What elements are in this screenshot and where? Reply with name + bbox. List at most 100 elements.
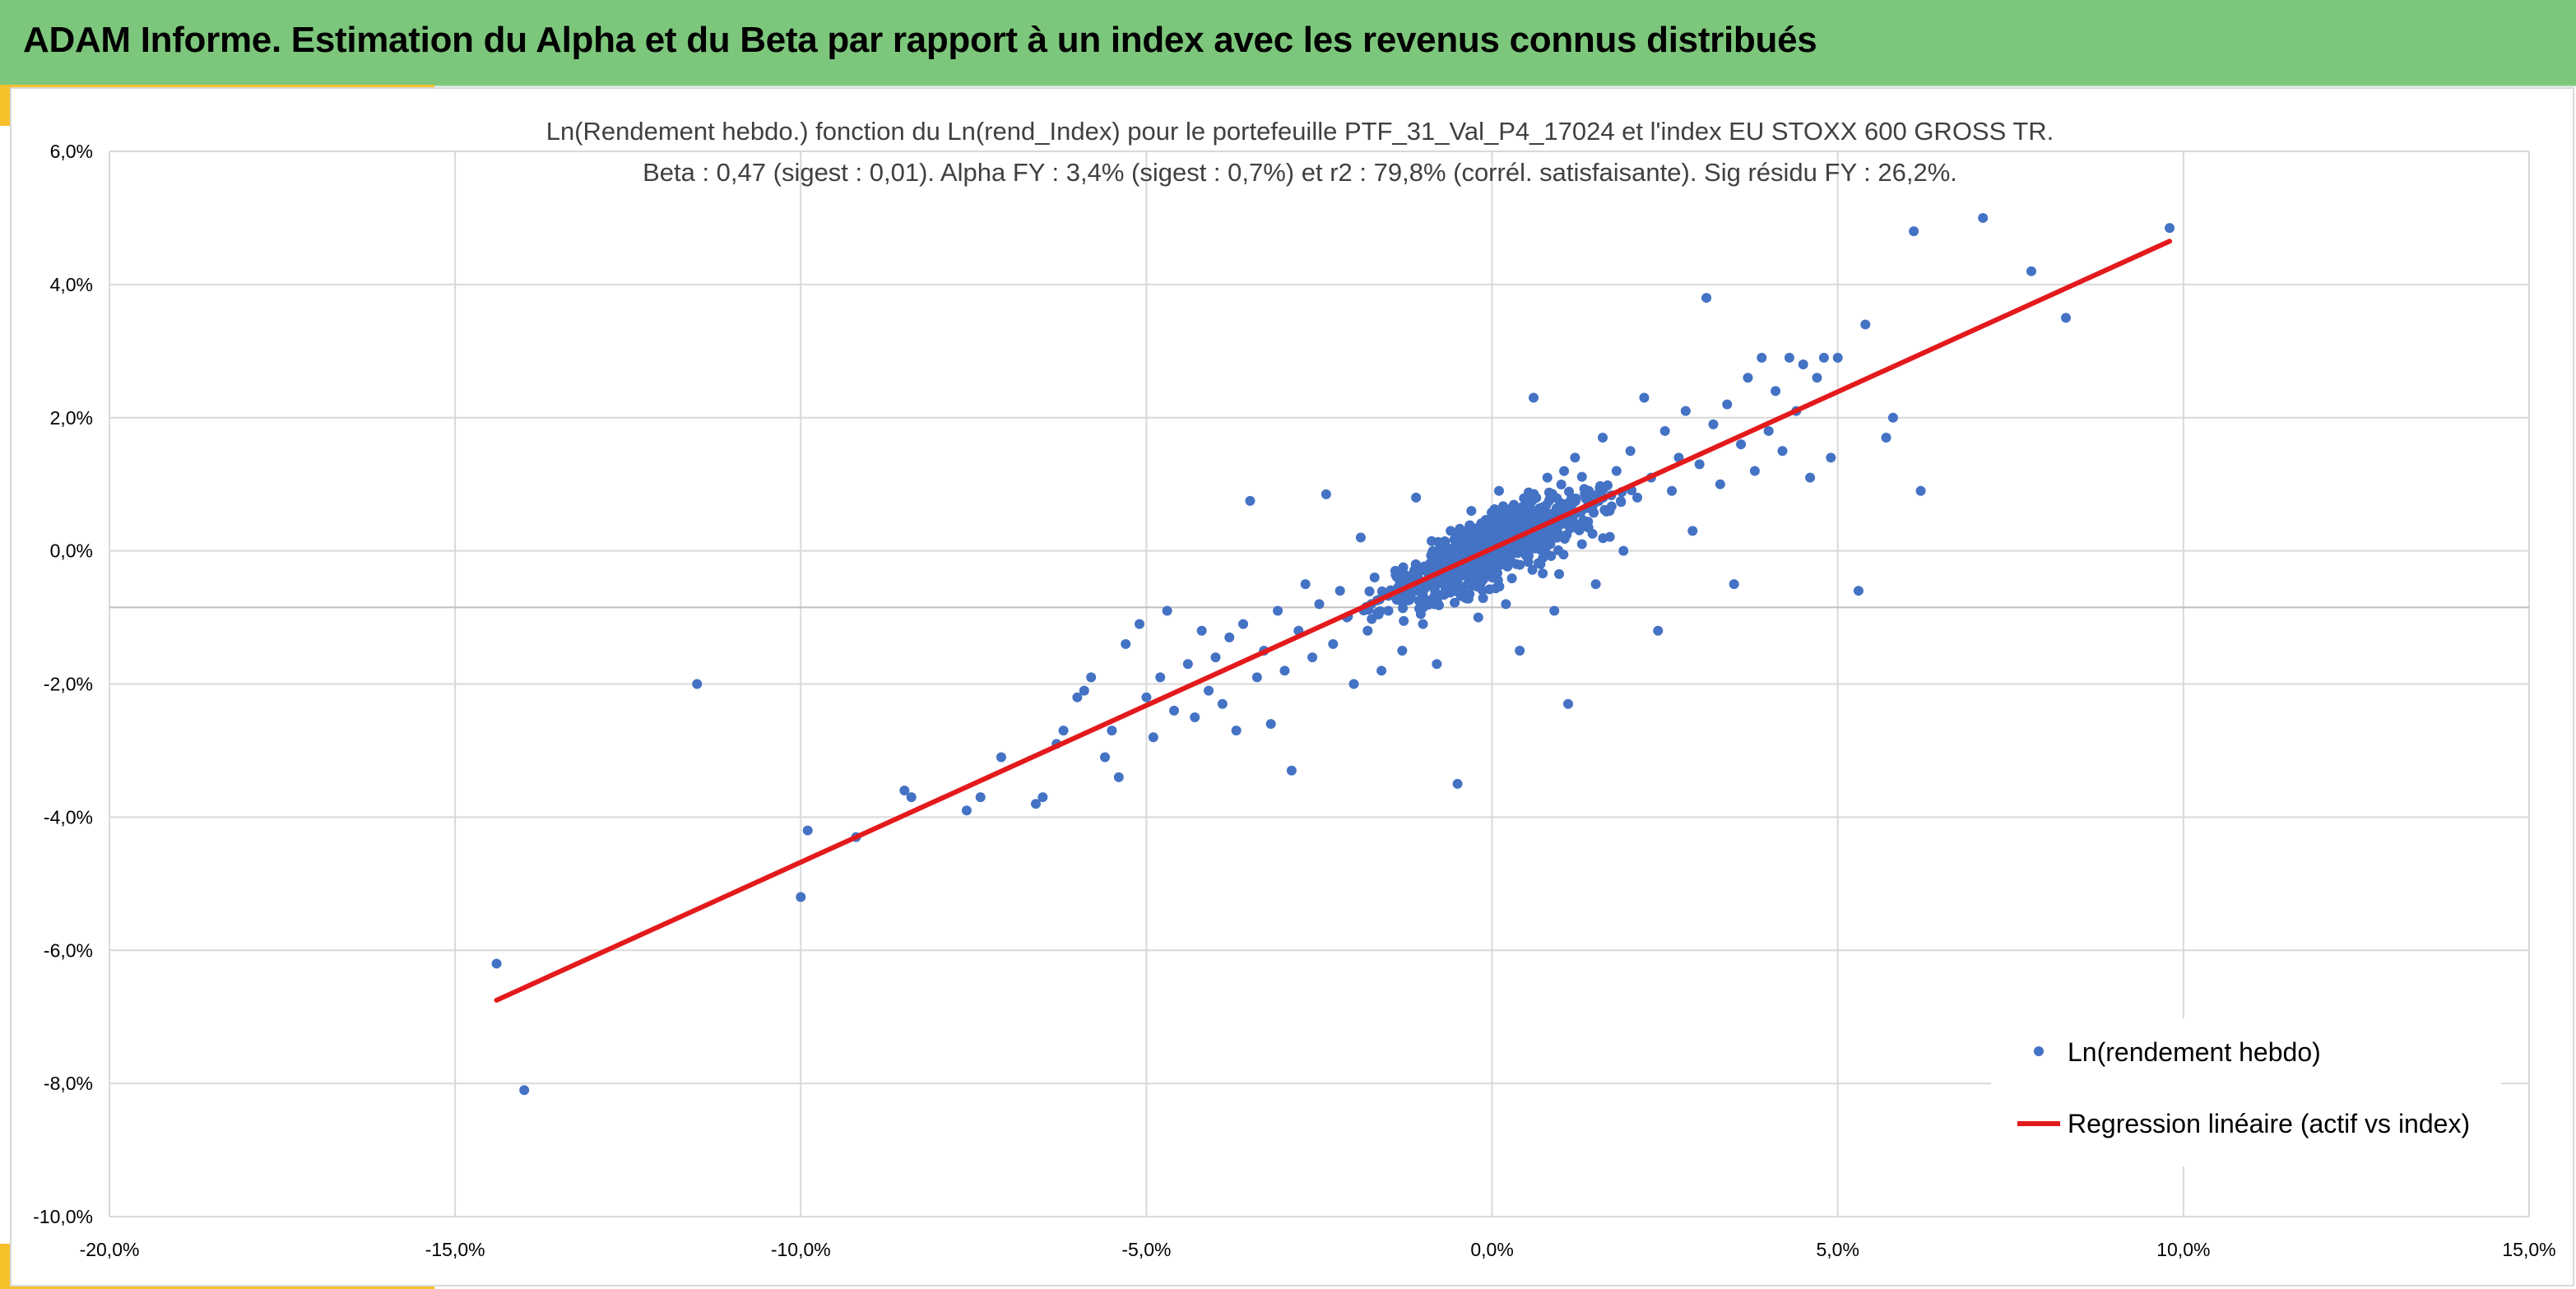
scatter-points [491,212,2175,1096]
data-point [1238,619,1249,629]
legend-marker-points [2034,1046,2044,1056]
regression-line [494,239,2173,1003]
legend-background [1991,1018,2501,1166]
data-point [1251,672,1262,683]
data-point [1527,564,1538,575]
data-point [1320,489,1331,499]
data-point [1488,532,1498,543]
data-point [1583,522,1594,533]
data-point [1493,485,1504,496]
data-point [1196,625,1207,636]
data-point [1478,593,1488,604]
y-tick-label: -6,0% [44,939,93,961]
data-point [1245,495,1256,506]
data-point [1265,719,1276,730]
data-point [1533,515,1543,526]
data-point [1364,586,1375,596]
data-point [1533,539,1543,549]
data-point [1072,692,1083,702]
x-tick-label: -10,0% [771,1239,831,1260]
data-point [1541,499,1552,510]
data-point [1452,778,1463,789]
data-point [899,786,910,795]
legend: Ln(rendement hebdo) Regression linéaire … [1991,1018,2501,1166]
data-point [906,792,917,803]
data-point [1300,579,1311,590]
data-point [1452,579,1463,590]
data-point [1396,570,1407,581]
data-point [1425,558,1436,568]
data-point [1399,615,1409,626]
data-point [1464,566,1475,577]
data-point [1504,525,1515,536]
data-point [1853,586,1864,596]
data-point [1563,698,1574,709]
x-tick-label: -15,0% [425,1239,485,1260]
x-tick-label: -5,0% [1121,1239,1171,1260]
y-tick-label: 6,0% [50,141,93,162]
data-point [1113,772,1124,782]
chart-title-line-1: Ln(Rendement hebdo.) fonction du Ln(rend… [546,117,2054,146]
y-tick-label: -8,0% [44,1073,93,1094]
data-point [1394,595,1404,605]
data-point [1887,412,1898,423]
data-point [1413,596,1424,606]
data-point [1653,625,1664,636]
chart-title-line-2: Beta : 0,47 (sigest : 0,01). Alpha FY : … [643,158,1957,187]
data-point [1418,619,1428,629]
data-point [1460,544,1471,554]
data-point [802,825,813,836]
data-point [1881,433,1891,443]
data-point [1506,573,1517,584]
data-point [1440,536,1450,547]
data-point [1611,466,1622,476]
data-point [1590,579,1601,590]
data-point [1525,535,1535,545]
data-point [1376,586,1387,596]
data-point [1798,359,1808,369]
data-point [491,958,502,969]
data-point [1355,532,1366,543]
data-point [1501,599,1511,610]
data-point [1492,568,1502,578]
data-point [1376,665,1387,676]
x-tick-label: 5,0% [1816,1239,1859,1260]
data-point [1369,573,1380,582]
data-point [1030,799,1041,809]
data-point [2026,266,2036,276]
header-bar: ADAM Informe. Estimation du Alpha et du … [0,0,2576,86]
y-tick-label: -2,0% [44,674,93,695]
data-point [1784,352,1794,363]
data-point [1121,638,1131,649]
data-point [1680,406,1691,416]
data-point [1493,547,1504,558]
data-point [1450,550,1461,561]
data-point [1915,485,1926,496]
data-point [1231,726,1242,736]
data-point [1273,605,1283,616]
data-point [1427,547,1437,558]
data-point [1494,582,1505,592]
data-point [1805,472,1816,483]
data-point [1978,212,1989,223]
x-tick-label: 10,0% [2156,1239,2210,1260]
y-tick-label: -10,0% [33,1206,93,1227]
data-point [1373,609,1384,619]
data-point [1473,612,1483,623]
data-point [1757,352,1767,363]
data-point [1625,446,1636,457]
data-point [1479,556,1490,567]
data-point [1818,352,1829,363]
data-point [1224,632,1235,642]
data-point [1431,591,1441,601]
data-point [1162,605,1172,616]
data-point [1495,515,1506,526]
data-point [1058,726,1069,736]
data-point [1722,399,1733,410]
data-point [1547,489,1557,499]
data-point [1771,386,1781,396]
y-tick-label: 0,0% [50,540,93,562]
data-point [1556,480,1566,490]
data-point [1404,595,1415,605]
